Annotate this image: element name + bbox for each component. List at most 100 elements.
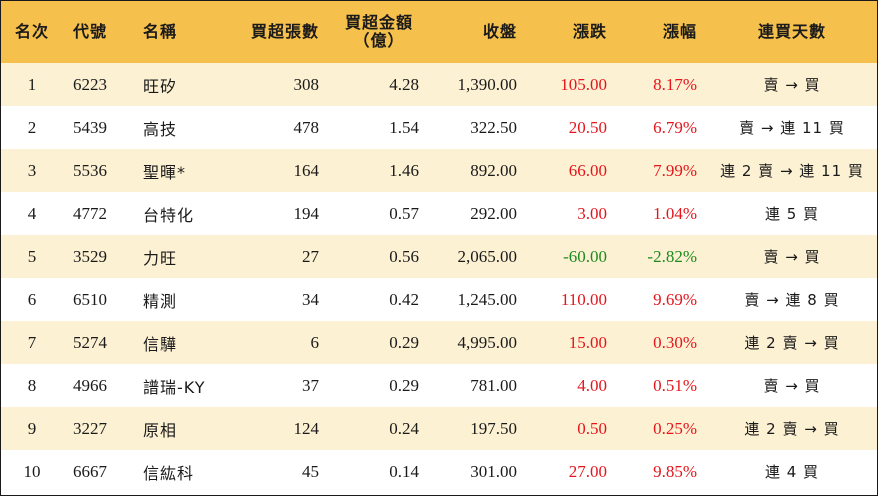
cell-close: 892.00 <box>470 160 517 180</box>
cell-net-buy-lots: 34 <box>302 289 319 309</box>
cell-name: 精測 <box>143 291 178 311</box>
cell-net-buy-amount: 1.46 <box>389 160 419 180</box>
cell-change-pct: 0.51% <box>653 375 697 395</box>
cell-change-pct: -2.82% <box>647 246 697 266</box>
cell-name: 旺矽 <box>143 76 178 96</box>
cell-rank: 8 <box>27 375 37 395</box>
col-header-net-buy-amount: 買超金額 （億） <box>329 1 429 63</box>
cell-rank: 9 <box>27 418 37 438</box>
cell-streak: 連 2 賣 → 買 <box>744 334 840 352</box>
cell-code: 4966 <box>73 375 107 395</box>
cell-code: 5439 <box>73 117 107 137</box>
table-body: 1 6223 旺矽 308 4.28 1,390.00 105.00 8.17% 賣 → 買 2 5… <box>1 63 877 493</box>
cell-close: 322.50 <box>470 117 517 137</box>
col-header-net-buy-amount-line2: （億） <box>353 31 405 50</box>
cell-change: 110.00 <box>560 289 607 309</box>
cell-streak: 賣 → 連 8 買 <box>744 291 840 309</box>
cell-streak: 賣 → 連 11 買 <box>739 119 845 137</box>
cell-net-buy-amount: 0.56 <box>389 246 419 266</box>
cell-code: 5536 <box>73 160 107 180</box>
cell-net-buy-amount: 0.24 <box>389 418 419 438</box>
table-row: 2 5439 高技 478 1.54 322.50 20.50 6.79% 賣 → 連 11 買 <box>1 106 877 149</box>
cell-streak: 連 2 賣 → 連 11 買 <box>720 162 864 180</box>
cell-streak: 賣 → 買 <box>763 76 821 94</box>
table-row: 8 4966 譜瑞-KY 37 0.29 781.00 4.00 0.51% 賣 → 買 <box>1 364 877 407</box>
table-row: 3 5536 聖暉* 164 1.46 892.00 66.00 7.99% 連 2 賣 → 連… <box>1 149 877 192</box>
cell-close: 1,245.00 <box>457 289 518 309</box>
cell-net-buy-amount: 1.54 <box>389 117 419 137</box>
cell-name: 高技 <box>143 119 178 139</box>
cell-code: 6223 <box>73 74 107 94</box>
cell-streak: 賣 → 買 <box>763 248 821 266</box>
cell-close: 1,390.00 <box>457 74 518 94</box>
table-row: 9 3227 原相 124 0.24 197.50 0.50 0.25% 連 2 賣 → 買 <box>1 407 877 450</box>
cell-change-pct: 6.79% <box>653 117 697 137</box>
cell-rank: 4 <box>27 203 37 223</box>
table-row: 7 5274 信驊 6 0.29 4,995.00 15.00 0.30% 連 2 賣 → 買 <box>1 321 877 364</box>
cell-rank: 3 <box>27 160 37 180</box>
cell-change: 0.50 <box>577 418 607 438</box>
cell-code: 6510 <box>73 289 107 309</box>
cell-streak: 連 4 買 <box>764 463 820 481</box>
cell-change-pct: 9.85% <box>653 461 697 481</box>
col-header-net-buy-amount-line1: 買超金額 <box>344 13 413 32</box>
cell-name: 信驊 <box>143 334 178 354</box>
cell-close: 301.00 <box>470 461 517 481</box>
col-header-net-buy-lots: 買超張數 <box>250 22 319 41</box>
col-header-rank: 名次 <box>14 22 49 41</box>
cell-net-buy-lots: 27 <box>302 246 319 266</box>
cell-code: 3227 <box>73 418 107 438</box>
cell-change: 20.50 <box>568 117 607 137</box>
cell-change: 4.00 <box>577 375 607 395</box>
cell-code: 5274 <box>73 332 107 352</box>
col-header-name: 名稱 <box>143 22 178 41</box>
cell-rank: 2 <box>27 117 37 137</box>
col-header-streak: 連買天數 <box>757 22 826 41</box>
cell-streak: 連 2 賣 → 買 <box>744 420 840 438</box>
cell-rank: 5 <box>27 246 37 266</box>
cell-close: 2,065.00 <box>457 246 518 266</box>
cell-net-buy-lots: 194 <box>293 203 320 223</box>
cell-net-buy-lots: 6 <box>310 332 320 352</box>
cell-change-pct: 7.99% <box>653 160 697 180</box>
col-header-change: 漲跌 <box>572 22 607 41</box>
cell-net-buy-amount: 0.42 <box>389 289 419 309</box>
cell-name: 譜瑞-KY <box>143 377 206 397</box>
cell-close: 781.00 <box>470 375 517 395</box>
cell-code: 4772 <box>73 203 107 223</box>
table-row: 5 3529 力旺 27 0.56 2,065.00 -60.00 -2.82% 賣 → 買 <box>1 235 877 278</box>
cell-close: 292.00 <box>470 203 517 223</box>
cell-name: 台特化 <box>143 205 195 225</box>
table-row: 4 4772 台特化 194 0.57 292.00 3.00 1.04% 連 5 買 <box>1 192 877 235</box>
cell-net-buy-lots: 164 <box>293 160 320 180</box>
cell-change-pct: 1.04% <box>653 203 697 223</box>
cell-net-buy-lots: 45 <box>302 461 319 481</box>
cell-streak: 賣 → 買 <box>763 377 821 395</box>
table-header-row: 名次 代號 名稱 買超張數 買超金額 （億） 收盤 漲跌 漲幅 連買天數 <box>1 1 877 63</box>
cell-name: 聖暉* <box>143 162 187 182</box>
cell-change-pct: 0.30% <box>653 332 697 352</box>
cell-net-buy-lots: 308 <box>293 74 320 94</box>
cell-net-buy-lots: 124 <box>293 418 320 438</box>
cell-name: 力旺 <box>143 248 178 268</box>
cell-net-buy-lots: 478 <box>293 117 320 137</box>
cell-change: 15.00 <box>568 332 607 352</box>
cell-net-buy-amount: 4.28 <box>389 74 419 94</box>
table-row: 10 6667 信紘科 45 0.14 301.00 27.00 9.85% 連 4 買 <box>1 450 877 493</box>
cell-name: 原相 <box>143 420 178 440</box>
col-header-code: 代號 <box>73 22 108 41</box>
cell-rank: 7 <box>27 332 37 352</box>
cell-close: 4,995.00 <box>457 332 518 352</box>
cell-net-buy-amount: 0.14 <box>389 461 419 481</box>
col-header-close: 收盤 <box>482 22 517 41</box>
cell-rank: 10 <box>23 461 41 481</box>
cell-change-pct: 0.25% <box>653 418 697 438</box>
cell-close: 197.50 <box>470 418 517 438</box>
cell-change: 105.00 <box>560 74 607 94</box>
cell-rank: 1 <box>27 74 37 94</box>
cell-net-buy-amount: 0.57 <box>389 203 419 223</box>
cell-streak: 連 5 買 <box>764 205 820 223</box>
cell-change: 3.00 <box>577 203 607 223</box>
